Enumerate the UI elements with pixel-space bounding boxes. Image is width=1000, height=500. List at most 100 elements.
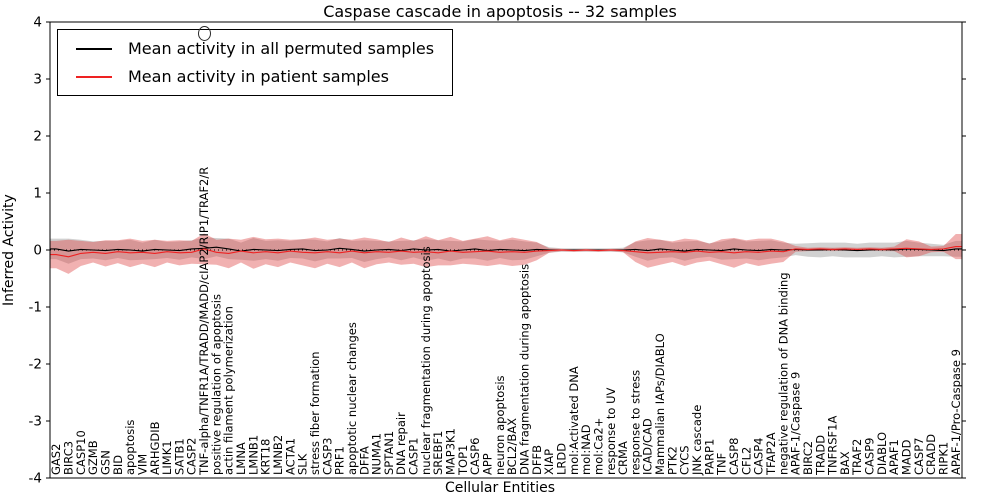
- x-tick-label: neuron apoptosis: [493, 375, 507, 475]
- permuted-std-band: [50, 237, 962, 264]
- x-tick-label: CASP3: [320, 438, 334, 475]
- legend-item-patient: Mean activity in patient samples: [76, 67, 434, 86]
- chart-title: Caspase cascade in apoptosis -- 32 sampl…: [323, 2, 677, 21]
- legend-label-patient: Mean activity in patient samples: [128, 67, 389, 86]
- x-tick-label: DFFA: [357, 446, 371, 475]
- x-tick-label: PRF1: [333, 446, 347, 475]
- x-tick-label: stress fiber formation: [308, 351, 322, 475]
- x-tick-label: SPTAN1: [382, 431, 396, 475]
- x-tick-label: LRDD: [555, 443, 569, 475]
- x-tick-label: mol:NAD: [579, 424, 593, 475]
- x-tick-label: RIPK1: [937, 442, 951, 475]
- x-tick-label: mol:Ca2+: [591, 418, 605, 475]
- x-tick-label: nuclear fragmentation during apoptosis: [419, 246, 433, 475]
- legend-label-permuted: Mean activity in all permuted samples: [128, 39, 435, 58]
- x-tick-label: ARHGDIB: [148, 421, 162, 475]
- x-tick-label: BCL2/BAX: [505, 418, 519, 475]
- outlier-marker-icon: [198, 26, 212, 42]
- x-tick-label: APP: [481, 453, 495, 475]
- x-tick-label: LMNA: [234, 442, 248, 475]
- x-tick-label: PTK2: [665, 446, 679, 475]
- patient-line-swatch: [76, 75, 112, 78]
- x-tick-label: MADD: [900, 439, 914, 475]
- x-tick-label: GAS2: [49, 444, 63, 475]
- x-tick-label: ACTA1: [283, 438, 297, 475]
- y-tick-label: 3: [33, 72, 42, 88]
- x-tick-label: PARP1: [702, 439, 716, 475]
- y-tick-label: -3: [29, 414, 42, 430]
- x-tick-label: positive regulation of apoptosis: [209, 294, 223, 475]
- x-tick-label: TFAP2A: [764, 432, 778, 476]
- x-tick-label: CASP1: [407, 438, 421, 475]
- x-tick-label: CRADD: [924, 434, 938, 475]
- x-tick-label: XIAP: [542, 449, 556, 475]
- x-tick-label: CYCS: [678, 445, 692, 475]
- x-tick-label: GSN: [99, 450, 113, 475]
- x-tick-label: CASP7: [912, 438, 926, 475]
- x-tick-label: BAX: [838, 451, 852, 475]
- x-tick-label: LIMK1: [160, 440, 174, 475]
- x-tick-label: TNFRSF1A: [826, 416, 840, 476]
- x-tick-label: APAF1: [887, 439, 901, 475]
- x-tick-label: DNA fragmentation during apoptosis: [518, 264, 532, 475]
- legend-item-permuted: Mean activity in all permuted samples: [76, 39, 434, 58]
- permuted-mean-line: [50, 246, 962, 252]
- x-tick-label: APAF-1/Caspase 9: [789, 372, 803, 475]
- x-tick-label: TOP1: [456, 445, 470, 476]
- y-axis-label: Inferred Activity: [1, 194, 17, 306]
- x-tick-label: response to stress: [628, 370, 642, 475]
- x-tick-label: TRAF2: [850, 439, 864, 476]
- x-tick-label: CASP10: [74, 430, 88, 475]
- x-tick-label: TRADD: [813, 435, 827, 476]
- x-tick-label: apoptotic nuclear changes: [345, 322, 359, 475]
- x-tick-label: DFFB: [530, 445, 544, 475]
- x-tick-label: DIABLO: [875, 432, 889, 475]
- permuted-line-swatch: [76, 47, 112, 50]
- x-tick-label: CRMA: [616, 441, 630, 475]
- x-tick-label: SATB1: [172, 438, 186, 475]
- x-tick-label: CASP6: [468, 438, 482, 475]
- x-tick-label: JNK cascade: [690, 405, 704, 476]
- x-tick-label: BIRC3: [62, 441, 76, 475]
- x-tick-label: TNF: [715, 453, 729, 476]
- x-tick-label: BID: [111, 455, 125, 475]
- y-tick-label: 1: [33, 186, 42, 202]
- x-tick-label: SLK: [296, 453, 310, 475]
- x-tick-label: LMNB2: [271, 435, 285, 475]
- x-tick-label: ICAD/CAD: [641, 418, 655, 475]
- x-tick-label: KRT18: [259, 439, 273, 475]
- x-tick-label: NUMA1: [370, 433, 384, 475]
- x-tick-label: CASP9: [863, 438, 877, 475]
- y-tick-label: 2: [33, 129, 42, 145]
- x-tick-label: MAP3K1: [444, 428, 458, 475]
- x-tick-label: response to UV: [604, 387, 618, 475]
- x-tick-label: LMNB1: [246, 435, 260, 475]
- x-tick-label: BIRC2: [801, 441, 815, 475]
- y-tick-label: -2: [29, 357, 42, 373]
- x-tick-label: DNA repair: [394, 412, 408, 475]
- x-axis-label: Cellular Entities: [444, 480, 556, 496]
- x-tick-label: mol:Activated DNA: [567, 366, 581, 475]
- x-tick-label: GZMB: [86, 440, 100, 475]
- x-tick-label: VIM: [135, 454, 149, 475]
- x-tick-labels: GAS2BIRC3CASP10GZMBGSNBIDapoptosisVIMARH…: [49, 167, 963, 476]
- x-tick-label: APAF-1/Pro-Caspase 9: [949, 349, 963, 475]
- x-tick-label: CASP8: [727, 438, 741, 475]
- y-tick-label: -4: [29, 471, 42, 487]
- x-tick-label: TNF-alpha/TNFR1A/TRADD/MADD/cIAP2/RIP1/T…: [197, 167, 211, 476]
- x-tick-label: CASP4: [752, 438, 766, 475]
- x-tick-label: actin filament polymerization: [222, 306, 236, 475]
- x-tick-label: apoptosis: [123, 420, 137, 475]
- y-tick-label: -1: [29, 300, 42, 316]
- x-tick-label: CFL2: [739, 447, 753, 475]
- legend: Mean activity in all permuted samples Me…: [57, 29, 454, 96]
- x-tick-label: CASP2: [185, 438, 199, 475]
- x-tick-label: negative regulation of DNA binding: [776, 272, 790, 475]
- y-tick-label: 4: [33, 15, 42, 31]
- patient-std-band: [50, 233, 962, 274]
- patient-mean-line: [50, 246, 962, 258]
- x-tick-label: Mammalian IAPs/DIABLO: [653, 333, 667, 475]
- x-tick-label: SREBF1: [431, 431, 445, 475]
